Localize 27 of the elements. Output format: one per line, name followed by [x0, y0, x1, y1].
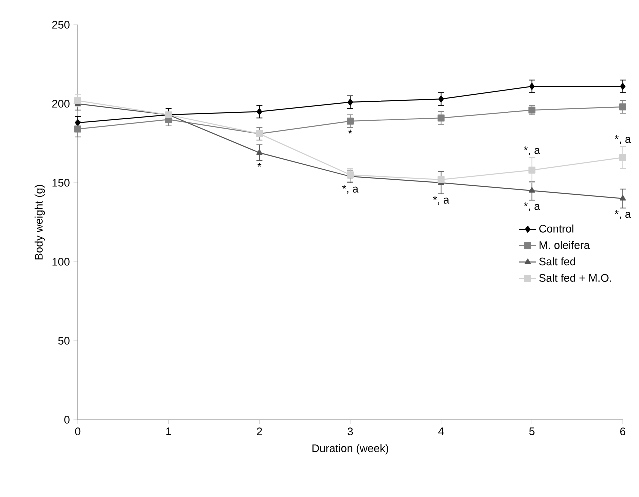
x-tick-label: 1 — [166, 428, 172, 436]
x-tick-label: 5 — [530, 428, 535, 436]
x-tick-label: 3 — [348, 428, 354, 436]
annotation: *, a — [433, 196, 450, 206]
annotation: *, a — [614, 210, 632, 220]
y-axis-title: Body weight (g) — [34, 185, 46, 260]
annotation: * — [258, 163, 262, 167]
x-tick-label: 0 — [75, 428, 81, 436]
y-tick-label: 150 — [52, 179, 70, 187]
x-axis-title: Duration (week) — [312, 444, 388, 455]
y-tick-label: 0 — [64, 416, 70, 424]
x-tick-label: 4 — [438, 428, 444, 436]
annotation: *, a — [614, 136, 632, 144]
annotation: *, a — [342, 185, 359, 194]
legend-label: M. oleifera — [540, 241, 590, 250]
y-tick-label: 50 — [58, 337, 70, 345]
annotation: *, a — [524, 146, 540, 156]
legend-label: Salt fed — [539, 258, 576, 266]
legend-label: Control — [540, 224, 574, 233]
y-tick-label: 250 — [52, 21, 70, 29]
legend-label: Salt fed + M.O. — [539, 274, 612, 282]
x-tick-label: 6 — [620, 428, 626, 436]
x-tick-label: 2 — [257, 428, 262, 436]
annotation: * — [348, 130, 352, 134]
annotation: *, a — [524, 202, 540, 212]
y-tick-label: 100 — [52, 258, 70, 266]
y-tick-label: 200 — [52, 100, 70, 108]
